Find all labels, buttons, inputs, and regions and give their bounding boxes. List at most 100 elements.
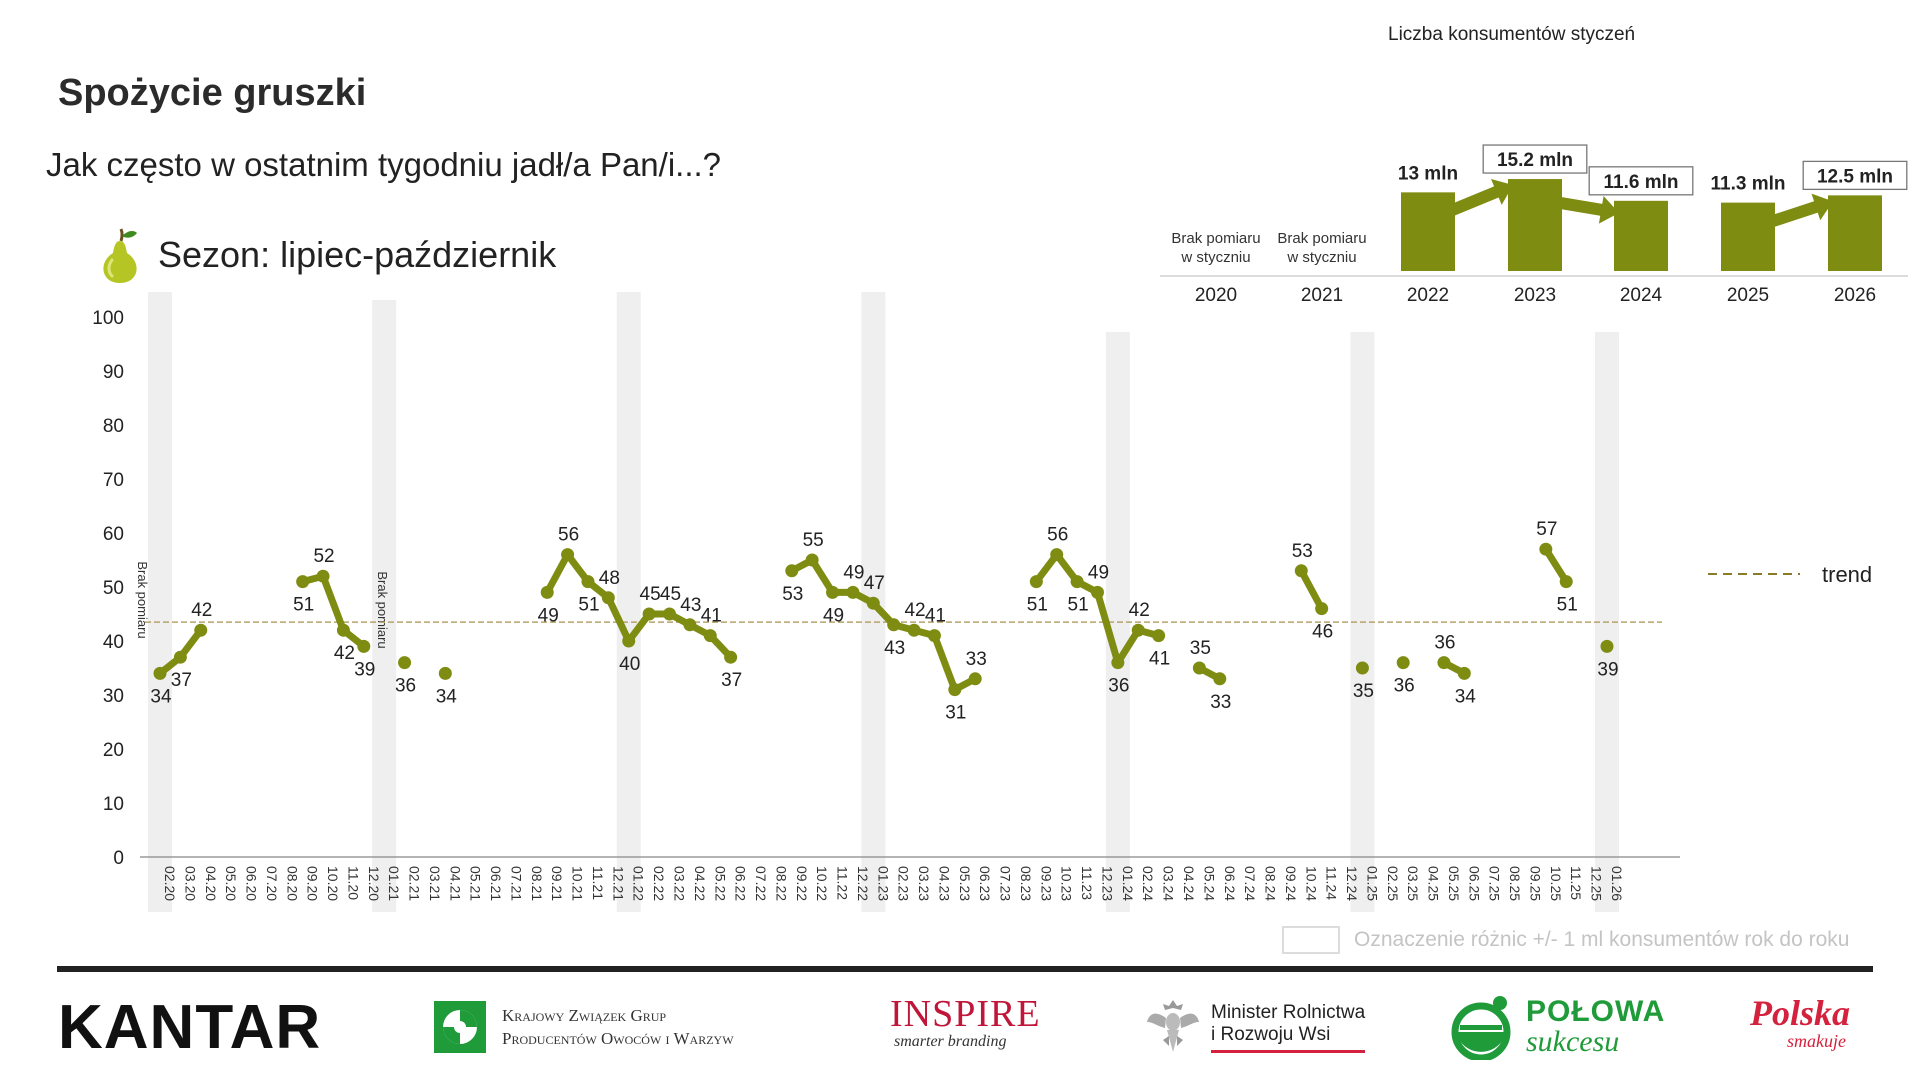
data-label: 49 <box>1088 562 1109 583</box>
no-measure-label: Brak pomiaru <box>1171 230 1260 247</box>
x-tick-label: 01.22 <box>631 866 647 901</box>
data-label: 48 <box>599 568 620 589</box>
x-tick-label: 06.25 <box>1466 866 1482 901</box>
x-tick-label: 02.23 <box>896 866 912 901</box>
x-tick-label: 02.25 <box>1385 866 1401 901</box>
data-point <box>540 585 554 599</box>
data-point <box>785 564 799 578</box>
data-point <box>398 656 412 670</box>
x-tick-label: 07.21 <box>508 866 524 901</box>
inset-labels: Brak pomiaru w styczniu Brak pomiaru w styc… <box>1171 144 1908 266</box>
x-tick-label: 10.23 <box>1059 866 1075 901</box>
y-tick-label: 50 <box>103 578 124 599</box>
data-label: 41 <box>701 606 722 627</box>
polowa-line-1: POŁOWA <box>1526 995 1666 1028</box>
y-tick-label: 10 <box>103 794 124 815</box>
data-point <box>357 639 371 653</box>
data-point <box>1437 656 1451 670</box>
data-label: 47 <box>864 573 885 594</box>
trend-legend-label: trend <box>1822 562 1872 587</box>
x-tick-label: 10.24 <box>1303 866 1319 901</box>
x-tick-label: 09.23 <box>1038 866 1054 901</box>
x-tick-label: 12.24 <box>1344 866 1360 901</box>
season-label: Sezon: lipiec-październik <box>158 234 557 275</box>
kzg-line-1: Krajowy Związek Grup <box>502 1006 667 1025</box>
eagle-emblem-icon <box>1147 1000 1199 1052</box>
data-label: 57 <box>1536 519 1557 540</box>
data-label: 37 <box>171 670 192 691</box>
inset-year-label: 2024 <box>1620 285 1663 306</box>
x-tick-label: 04.24 <box>1181 866 1197 901</box>
x-tick-label: 02.24 <box>1140 866 1156 901</box>
data-point <box>581 575 595 589</box>
data-label: 42 <box>1129 600 1150 621</box>
inset-bar <box>1828 195 1882 271</box>
inset-year-label: 2025 <box>1727 285 1769 306</box>
page-title: Spożycie gruszki <box>58 72 367 114</box>
x-tick-label: 12.23 <box>1099 866 1115 901</box>
data-label: 41 <box>1149 649 1170 670</box>
x-tick-label: 01.24 <box>1120 866 1136 901</box>
x-tick-label: 11.22 <box>835 866 851 900</box>
data-label: 52 <box>313 546 334 567</box>
data-label: 53 <box>782 584 803 605</box>
data-label: 37 <box>721 670 742 691</box>
x-tick-label: 05.20 <box>223 866 239 901</box>
x-tick-label: 07.22 <box>753 866 769 901</box>
data-point <box>1029 575 1043 589</box>
data-label: 43 <box>884 638 905 659</box>
data-label: 36 <box>1394 676 1415 697</box>
x-tick-label: 09.22 <box>794 866 810 901</box>
series-segment <box>1093 588 1122 667</box>
data-label: 34 <box>436 686 458 707</box>
data-point <box>866 596 880 610</box>
x-tick-label: 05.22 <box>712 866 728 901</box>
x-tick-label: 01.21 <box>386 866 402 901</box>
data-point <box>1355 661 1369 675</box>
inset-bar <box>1401 192 1455 271</box>
x-tick-label: 05.24 <box>1201 866 1217 901</box>
data-label: 56 <box>558 525 579 546</box>
data-label: 39 <box>354 659 375 680</box>
data-label: 45 <box>640 584 661 605</box>
x-tick-label: 12.25 <box>1589 866 1605 901</box>
y-tick-label: 100 <box>92 308 124 329</box>
january-band <box>372 300 397 912</box>
data-point <box>703 629 717 643</box>
data-label: 49 <box>823 605 844 626</box>
inset-value-label: 11.6 mln <box>1604 172 1679 193</box>
x-tick-label: 09.21 <box>549 866 565 901</box>
y-tick-label: 30 <box>103 686 124 707</box>
data-point <box>1539 542 1553 556</box>
inset-value-label: 11.3 mln <box>1711 174 1786 195</box>
x-tick-label: 07.20 <box>264 866 280 901</box>
kzg-emblem-icon <box>434 1001 486 1053</box>
x-tick-label: 05.23 <box>957 866 973 901</box>
footer-divider <box>57 966 1873 972</box>
x-tick-label: 12.22 <box>855 866 871 901</box>
inspire-tagline: smarter branding <box>894 1033 1007 1050</box>
inset-bars <box>1401 179 1882 271</box>
data-label: 42 <box>904 600 925 621</box>
no-measure-label: w styczniu <box>1286 249 1356 266</box>
y-tick-label: 40 <box>103 632 124 653</box>
data-label: 43 <box>680 595 701 616</box>
x-tick-label: 04.22 <box>692 866 708 901</box>
polska-smakuje-logo: Polska smakuje <box>1750 995 1850 1059</box>
data-point <box>173 650 187 664</box>
season-row: Sezon: lipiec-październik <box>100 226 556 284</box>
inset-year-label: 2026 <box>1834 285 1876 306</box>
inspire-wordmark: INSPIRE <box>890 993 1041 1035</box>
data-point <box>153 666 167 680</box>
data-point <box>1131 623 1145 637</box>
data-label: 51 <box>1068 595 1089 616</box>
x-tick-label: 08.25 <box>1507 866 1523 901</box>
data-label: 35 <box>1190 638 1211 659</box>
x-tick-label: 02.20 <box>162 866 178 901</box>
data-label: 51 <box>1027 595 1048 616</box>
band-annotation: Brak pomiaru <box>135 561 150 638</box>
x-tick-label: 06.22 <box>733 866 749 901</box>
x-tick-label: 06.24 <box>1222 866 1238 901</box>
x-tick-label: 01.25 <box>1364 866 1380 901</box>
